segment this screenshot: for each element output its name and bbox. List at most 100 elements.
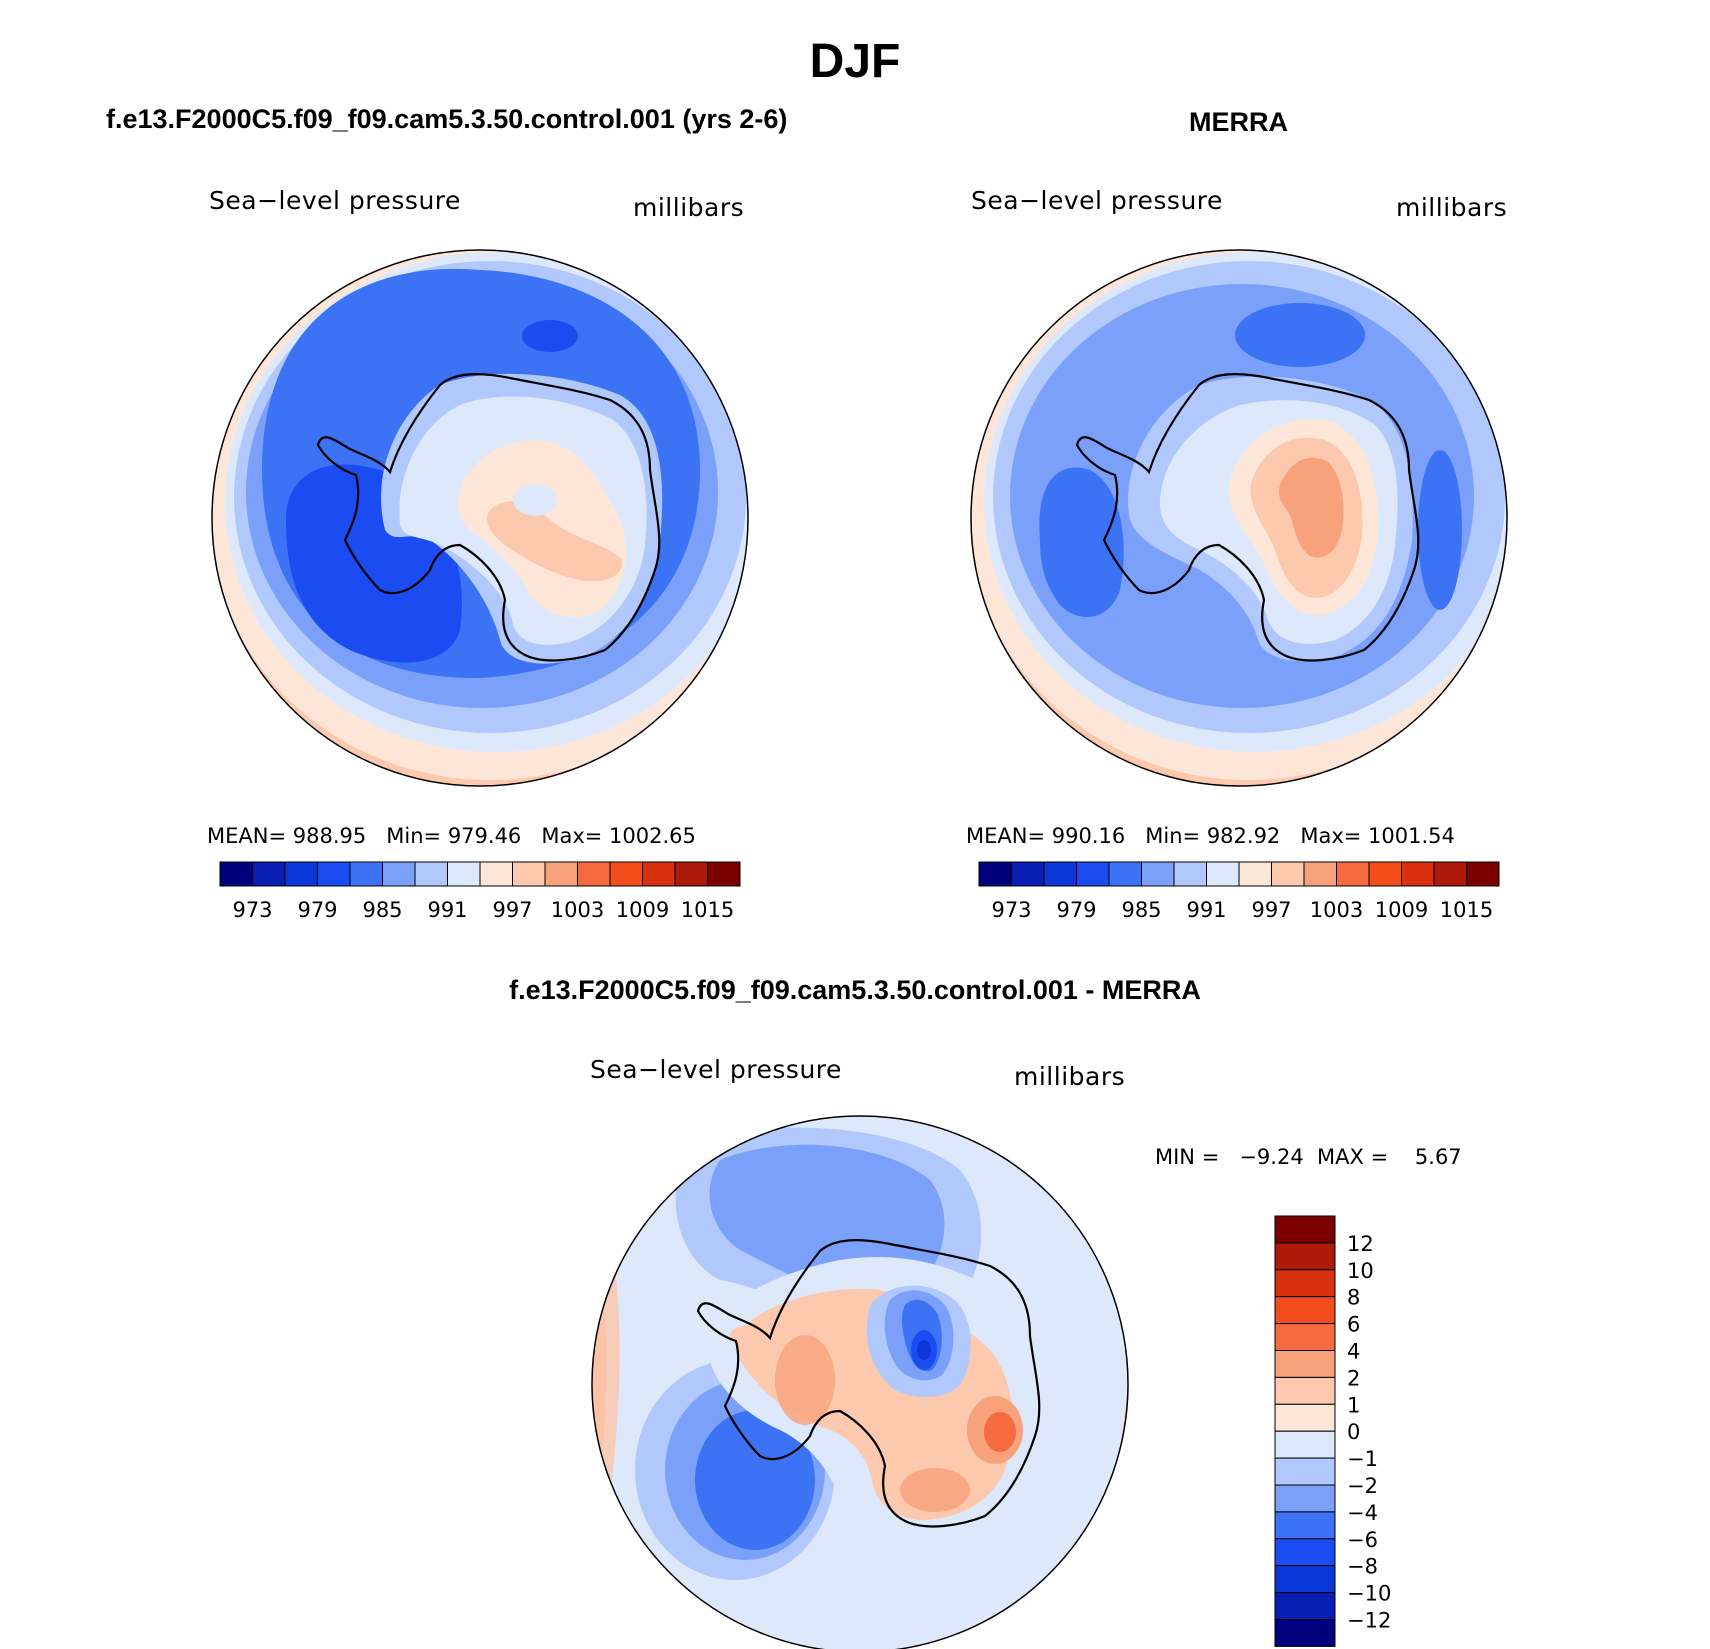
- obs-colorbar-box: [1401, 861, 1435, 887]
- diff-colorbar-label: −8: [1347, 1555, 1378, 1579]
- diff-stats: MIN = −9.24 MAX = 5.67: [1155, 1145, 1462, 1169]
- model-colorbar-box: [349, 861, 383, 887]
- obs-colorbar-box: [1173, 861, 1207, 887]
- diff-colorbar-box: [1274, 1457, 1336, 1486]
- diff-colorbar-box: [1274, 1565, 1336, 1594]
- diff-colorbar-box: [1274, 1242, 1336, 1271]
- diff-colorbar-box: [1274, 1592, 1336, 1620]
- model-colorbar-label: 997: [492, 898, 532, 922]
- obs-mean-value: 990.16: [1051, 824, 1126, 848]
- model-colorbar-label: 985: [362, 898, 402, 922]
- diff-panel-title: f.e13.F2000C5.f09_f09.cam5.3.50.control.…: [509, 975, 1201, 1005]
- model-max-label: Max=: [541, 824, 603, 848]
- model-colorbar-label: 1015: [681, 898, 734, 922]
- diff-colorbar-label: −6: [1347, 1528, 1378, 1552]
- diff-colorbar-label: 0: [1347, 1420, 1360, 1444]
- obs-colorbar-box: [978, 861, 1012, 887]
- model-colorbar-box: [674, 861, 708, 887]
- model-colorbar-label: 991: [427, 898, 467, 922]
- model-colorbar: 973 979 985 991 997 1003 1009 1015: [219, 861, 741, 922]
- model-min-value: 979.46: [447, 824, 522, 848]
- obs-colorbar-box: [1238, 861, 1272, 887]
- diff-max-value: 5.67: [1414, 1145, 1462, 1169]
- obs-colorbar-label: 985: [1121, 898, 1161, 922]
- obs-map: [970, 249, 1508, 787]
- diff-min-label: MIN =: [1155, 1145, 1220, 1169]
- diff-colorbar-label: 6: [1347, 1313, 1360, 1337]
- model-colorbar-label: 973: [232, 898, 272, 922]
- diff-colorbar-label: 4: [1347, 1340, 1360, 1364]
- diff-variable-label: Sea−level pressure: [590, 1055, 842, 1084]
- obs-colorbar-label: 997: [1251, 898, 1291, 922]
- obs-units-label: millibars: [1396, 193, 1508, 222]
- figure-title: DJF: [809, 35, 901, 88]
- diff-colorbar-box: [1274, 1403, 1336, 1432]
- obs-max-value: 1001.54: [1368, 824, 1455, 848]
- model-colorbar-label: 1003: [551, 898, 604, 922]
- model-min-label: Min=: [386, 824, 442, 848]
- diff-colorbar-label: −2: [1347, 1474, 1378, 1498]
- diff-colorbar-box: [1274, 1323, 1336, 1351]
- diff-colorbar-box: [1274, 1538, 1336, 1567]
- obs-colorbar-box: [1141, 861, 1175, 887]
- diff-colorbar-box: [1274, 1619, 1336, 1647]
- model-colorbar-box: [219, 861, 253, 887]
- diff-colorbar-box: [1274, 1376, 1336, 1405]
- diff-max-label: MAX =: [1317, 1145, 1389, 1169]
- model-colorbar-box: [382, 861, 416, 887]
- obs-colorbar-box: [1043, 861, 1077, 887]
- model-colorbar-box: [252, 861, 286, 887]
- obs-colorbar-label: 1009: [1375, 898, 1428, 922]
- model-colorbar-box: [577, 861, 611, 887]
- model-colorbar-box: [544, 861, 578, 887]
- obs-colorbar-box: [1076, 861, 1110, 887]
- obs-colorbar-box: [1206, 861, 1240, 887]
- model-max-value: 1002.65: [609, 824, 696, 848]
- obs-colorbar-box: [1368, 861, 1402, 887]
- obs-colorbar-box: [1336, 861, 1370, 887]
- obs-max-label: Max=: [1300, 824, 1362, 848]
- diff-colorbar-box: [1274, 1484, 1336, 1513]
- model-variable-label: Sea−level pressure: [209, 186, 461, 215]
- diff-colorbar-box: [1274, 1350, 1336, 1378]
- model-mean-value: 988.95: [292, 824, 367, 848]
- model-stats: MEAN= 988.95 Min= 979.46 Max= 1002.65: [207, 824, 696, 848]
- model-colorbar-box: [479, 861, 513, 887]
- model-colorbar-box: [447, 861, 481, 887]
- model-colorbar-box: [414, 861, 448, 887]
- diff-colorbar-box: [1274, 1430, 1336, 1459]
- diff-colorbar-label: −1: [1347, 1447, 1378, 1471]
- diff-colorbar-box: [1274, 1215, 1336, 1244]
- obs-min-value: 982.92: [1206, 824, 1281, 848]
- model-colorbar-label: 1009: [616, 898, 669, 922]
- model-colorbar-label: 979: [297, 898, 337, 922]
- diff-min-value: −9.24: [1239, 1145, 1304, 1169]
- diff-colorbar-label: 8: [1347, 1286, 1360, 1310]
- diff-colorbar-label: −4: [1347, 1501, 1378, 1525]
- model-colorbar-box: [317, 861, 351, 887]
- diff-colorbar-label: 12: [1347, 1232, 1374, 1256]
- obs-colorbar-box: [1011, 861, 1045, 887]
- diff-colorbar-label: −12: [1347, 1609, 1391, 1633]
- diff-map: [591, 1115, 1129, 1649]
- model-colorbar-box: [642, 861, 676, 887]
- model-colorbar-box: [512, 861, 546, 887]
- obs-colorbar-box: [1271, 861, 1305, 887]
- model-mean-label: MEAN=: [207, 824, 287, 848]
- diff-colorbar-label: 1: [1347, 1393, 1360, 1417]
- obs-colorbar: 973 979 985 991 997 1003 1009 1015: [978, 861, 1500, 922]
- diff-colorbar-label: 10: [1347, 1259, 1374, 1283]
- obs-variable-label: Sea−level pressure: [971, 186, 1223, 215]
- model-colorbar-box: [707, 861, 741, 887]
- diff-colorbar-label: −10: [1347, 1582, 1391, 1606]
- diff-colorbar-box: [1274, 1296, 1336, 1325]
- model-panel-title: f.e13.F2000C5.f09_f09.cam5.3.50.control.…: [106, 104, 788, 134]
- model-colorbar-box: [284, 861, 318, 887]
- obs-stats: MEAN= 990.16 Min= 982.92 Max= 1001.54: [966, 824, 1455, 848]
- obs-colorbar-label: 973: [991, 898, 1031, 922]
- diff-colorbar-box: [1274, 1269, 1336, 1298]
- diff-colorbar-label: 2: [1347, 1366, 1360, 1390]
- diff-colorbar-box: [1274, 1511, 1336, 1540]
